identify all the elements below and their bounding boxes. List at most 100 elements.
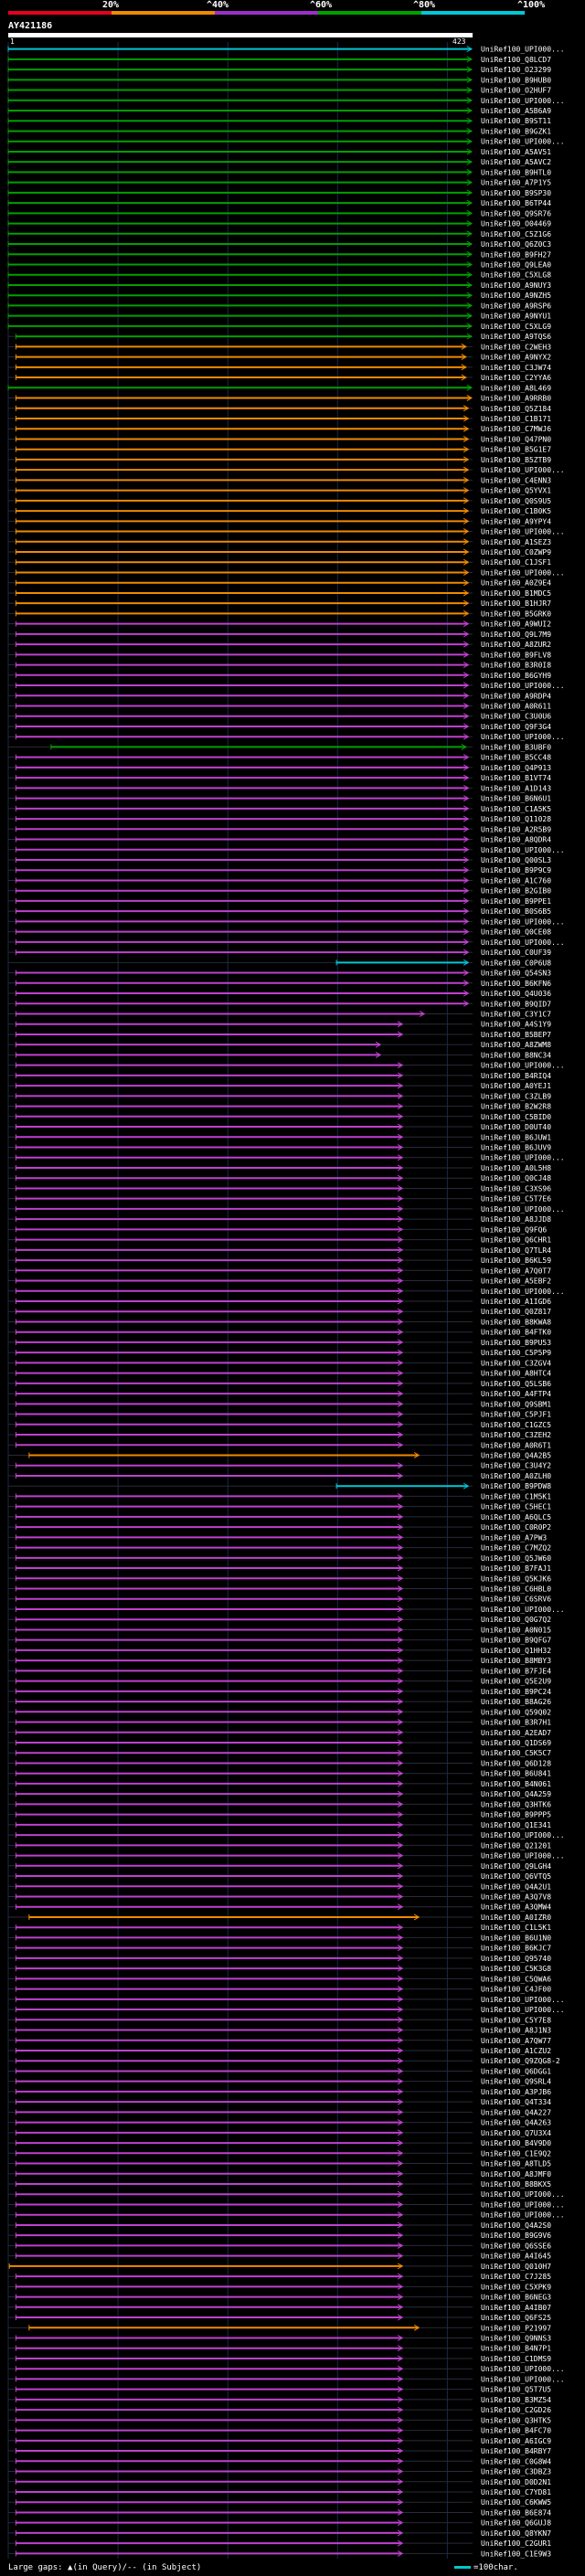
hit-label: UniRef100_A8J1N3 — [481, 2027, 551, 2035]
hit-label: UniRef100_A1SEZ3 — [481, 538, 551, 546]
hit-label: UniRef100_C1E9W3 — [481, 2549, 551, 2558]
hit-end-arrow — [397, 1123, 404, 1130]
hit-label: UniRef100_A4FTP4 — [481, 1390, 551, 1398]
hit-label: UniRef100_Q8LCD7 — [481, 56, 551, 64]
hit-end-arrow — [397, 2263, 404, 2270]
hit-end-arrow — [397, 2201, 404, 2208]
hit-end-arrow — [397, 1359, 404, 1366]
hit-label: UniRef100_O23299 — [481, 66, 551, 74]
hit-end-arrow — [463, 436, 470, 442]
hit-label: UniRef100_A1IGD6 — [481, 1298, 551, 1306]
hit-end-arrow — [397, 2304, 404, 2311]
hit-end-arrow — [466, 292, 473, 299]
hit-end-arrow — [397, 1893, 404, 1900]
hit-label: UniRef100_B8MBY3 — [481, 1657, 551, 1665]
hit-end-arrow — [463, 703, 470, 709]
hit-end-arrow — [397, 1678, 404, 1685]
hit-end-arrow — [397, 2416, 404, 2423]
hit-end-arrow — [397, 1945, 404, 1952]
hit-end-arrow — [463, 774, 470, 781]
hit-label: UniRef100_B3R7H1 — [481, 1719, 551, 1727]
hit-label: UniRef100_Q59Q02 — [481, 1708, 551, 1716]
hit-end-arrow — [397, 1319, 404, 1325]
hit-label: UniRef100_Q7U3X4 — [481, 2129, 551, 2137]
hit-end-arrow — [375, 1041, 382, 1048]
hit-label: UniRef100_C3DBZ3 — [481, 2468, 551, 2476]
hit-label: UniRef100_B6TP44 — [481, 199, 551, 207]
hit-label: UniRef100_B9PC24 — [481, 1688, 551, 1696]
hit-label: UniRef100_Q0CE08 — [481, 928, 551, 937]
hit-end-arrow — [397, 1329, 404, 1336]
scale-band-red — [8, 11, 112, 15]
hit-end-arrow — [463, 856, 470, 864]
hit-label: UniRef100_B6KJC7 — [481, 1945, 551, 1953]
hit-end-arrow — [397, 1390, 404, 1397]
hit-label: UniRef100_A5AV51 — [481, 148, 551, 156]
hit-label: UniRef100_C2YYA6 — [481, 374, 551, 382]
hit-label: UniRef100_UPI000... — [481, 1154, 565, 1162]
hit-label: UniRef100_C6SRV6 — [481, 1595, 551, 1604]
hit-label: UniRef100_C6KWW5 — [481, 2498, 551, 2507]
hit-end-arrow — [397, 1113, 404, 1120]
hit-label: UniRef100_Q4A227 — [481, 2108, 551, 2116]
hit-label: UniRef100_UPI000... — [481, 1831, 565, 1839]
hit-label: UniRef100_A7PW3 — [481, 1533, 547, 1542]
hit-label: UniRef100_A1D143 — [481, 784, 551, 792]
hit-label: UniRef100_B2W2R8 — [481, 1103, 551, 1111]
hit-end-arrow — [397, 1657, 404, 1664]
hit-end-arrow — [397, 2098, 404, 2105]
hit-end-arrow — [397, 2180, 404, 2188]
hit-label: UniRef100_B9FLV8 — [481, 651, 551, 659]
hit-end-arrow — [466, 333, 473, 340]
hit-label: UniRef100_B9FH27 — [481, 250, 551, 259]
hit-label: UniRef100_Q010H7 — [481, 2263, 551, 2271]
hit-label: UniRef100_UPI000... — [481, 1852, 565, 1860]
hit-end-arrow — [466, 97, 473, 104]
hit-label: UniRef100_Q9SR76 — [481, 209, 551, 217]
hit-end-arrow — [466, 138, 473, 145]
hit-label: UniRef100_B1MDC5 — [481, 589, 551, 598]
hit-end-arrow — [397, 1298, 404, 1305]
hit-end-arrow — [397, 1667, 404, 1674]
hit-label: UniRef100_B6N6U1 — [481, 795, 551, 803]
query-bar — [8, 33, 473, 37]
hit-label: UniRef100_Q9F3G4 — [481, 723, 551, 731]
hit-end-arrow — [466, 261, 473, 268]
hit-label: UniRef100_B2GIB0 — [481, 887, 551, 896]
hit-label: UniRef100_Q6DGG1 — [481, 2067, 551, 2075]
hit-end-arrow — [397, 2211, 404, 2219]
hit-label: UniRef100_UPI000... — [481, 938, 565, 947]
hit-label: UniRef100_B6JUV9 — [481, 1144, 551, 1152]
hit-label: UniRef100_A0Z9E4 — [481, 579, 551, 588]
hit-label: UniRef100_B9P9C9 — [481, 866, 551, 875]
hit-end-arrow — [397, 2509, 404, 2516]
hit-end-arrow — [397, 1903, 404, 1911]
hit-label: UniRef100_C0ZWP9 — [481, 548, 551, 557]
hit-end-arrow — [466, 313, 473, 320]
hit-label: UniRef100_B8BKX5 — [481, 2180, 551, 2189]
hit-end-arrow — [463, 949, 470, 956]
hit-end-arrow — [397, 1205, 404, 1213]
hit-label: UniRef100_Q5KJK6 — [481, 1574, 551, 1583]
hit-end-arrow — [466, 230, 473, 238]
hit-end-arrow — [397, 1852, 404, 1859]
hit-label: UniRef100_B9GZK1 — [481, 127, 551, 135]
hit-end-arrow — [397, 1277, 404, 1284]
hit-label: UniRef100_A0R611 — [481, 703, 551, 711]
hit-end-arrow — [466, 271, 473, 279]
hit-end-arrow — [397, 1144, 404, 1150]
hit-label: UniRef100_B6NEG3 — [481, 2294, 551, 2302]
hit-label: UniRef100_B9PPP5 — [481, 1811, 551, 1819]
hit-label: UniRef100_C1B171 — [481, 415, 551, 423]
hit-label: UniRef100_B4RIQ4 — [481, 1072, 551, 1080]
hit-end-arrow — [397, 1380, 404, 1387]
hit-label: UniRef100_UPI000... — [481, 2190, 565, 2199]
hit-label: UniRef100_C1GZC5 — [481, 1421, 551, 1429]
hit-end-arrow — [397, 1370, 404, 1377]
hit-label: UniRef100_Q1HH32 — [481, 1647, 551, 1655]
scale-band-green — [318, 11, 421, 15]
hit-end-arrow — [466, 107, 473, 114]
hit-label: UniRef100_Q5T7U5 — [481, 2386, 551, 2394]
hit-end-arrow — [466, 87, 473, 93]
